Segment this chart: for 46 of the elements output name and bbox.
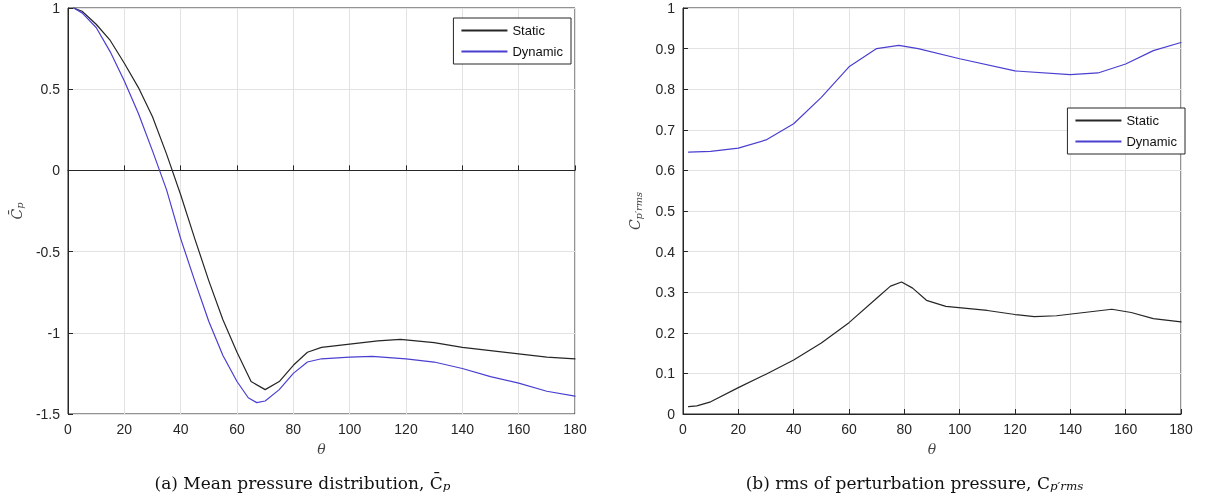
- y-tick-label: -0.5: [35, 243, 61, 260]
- y-tick-label: 0.6: [655, 162, 676, 179]
- x-tick-label: 180: [1169, 421, 1193, 437]
- y-tick-label: 0.3: [655, 284, 676, 301]
- x-tick-label: 100: [337, 421, 362, 437]
- y-tick-label: 0.8: [655, 81, 676, 98]
- legend-label: Static: [512, 23, 546, 38]
- x-tick-label: 80: [896, 421, 913, 437]
- y-tick-label: 0.9: [655, 40, 676, 57]
- x-tick-label: 0: [64, 421, 73, 437]
- x-tick-label: 20: [116, 421, 133, 437]
- x-tick-label: 100: [947, 421, 972, 437]
- x-tick-label: 120: [394, 421, 418, 437]
- legend-label: Dynamic: [512, 44, 564, 59]
- y-axis-title: Cp′rms: [626, 191, 644, 231]
- y-tick-label: 0.2: [655, 324, 676, 341]
- legend-label: Dynamic: [1126, 134, 1178, 149]
- y-tick-label: 1: [667, 0, 676, 16]
- x-axis-title: θ: [317, 441, 327, 457]
- y-tick-label: 0: [52, 162, 61, 179]
- x-tick-label: 20: [730, 421, 747, 437]
- y-axis-title: C̄p: [8, 201, 26, 220]
- y-tick-label: 0.5: [40, 81, 61, 98]
- x-tick-label: 80: [285, 421, 302, 437]
- x-tick-label: 40: [172, 421, 189, 437]
- x-tick-label: 0: [679, 421, 688, 437]
- x-tick-label: 140: [450, 421, 475, 437]
- y-tick-label: 0.4: [655, 243, 676, 260]
- y-tick-label: 0.5: [655, 203, 676, 219]
- y-tick-label: 0.7: [655, 121, 676, 138]
- x-tick-label: 160: [1113, 421, 1138, 437]
- legend-label: Static: [1126, 113, 1160, 128]
- y-tick-label: -1.5: [35, 406, 61, 422]
- line-series: [687, 41, 1182, 153]
- y-tick-label: 1: [52, 0, 61, 16]
- y-tick-label: 0.1: [655, 365, 676, 382]
- x-tick-label: 60: [841, 421, 857, 437]
- x-tick-label: 160: [506, 421, 531, 437]
- y-tick-label: 0: [667, 406, 676, 422]
- y-tick-label: -1: [47, 324, 61, 341]
- x-tick-label: 120: [1003, 421, 1027, 437]
- x-tick-label: 40: [785, 421, 802, 437]
- x-tick-label: 140: [1058, 421, 1083, 437]
- x-tick-label: 60: [229, 421, 245, 437]
- x-axis-title: θ: [927, 441, 937, 457]
- x-tick-label: 180: [563, 421, 587, 437]
